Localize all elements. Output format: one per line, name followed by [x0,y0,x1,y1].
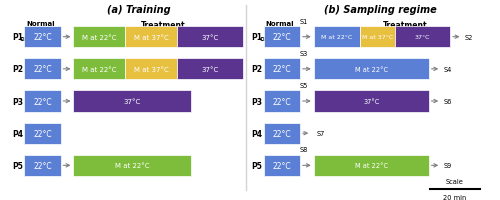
Text: Treatment: Treatment [382,21,428,30]
FancyBboxPatch shape [314,91,429,112]
Text: Treatment: Treatment [140,21,185,30]
Text: S5: S5 [300,83,308,89]
Text: S3: S3 [300,51,308,57]
Text: M at 22°C: M at 22°C [115,163,150,168]
Text: 22°C: 22°C [272,65,291,74]
Text: 37°C: 37°C [201,35,218,40]
FancyBboxPatch shape [264,155,300,176]
FancyBboxPatch shape [177,59,242,80]
FancyBboxPatch shape [24,123,60,144]
Text: M at 37°C: M at 37°C [362,35,393,40]
Text: Normal
growth
conditions: Normal growth conditions [259,21,301,41]
FancyBboxPatch shape [264,91,300,112]
Text: 20 min: 20 min [444,194,466,200]
Text: P2: P2 [12,65,24,74]
Text: 22°C: 22°C [33,161,52,170]
Text: M at 22°C: M at 22°C [354,67,388,72]
FancyBboxPatch shape [314,27,360,48]
Text: P2: P2 [252,65,262,74]
FancyBboxPatch shape [125,27,177,48]
Text: P4: P4 [12,129,24,138]
Text: M at 22°C: M at 22°C [82,67,116,72]
FancyBboxPatch shape [74,155,191,176]
Text: S2: S2 [465,35,473,40]
Text: (b) Sampling regime: (b) Sampling regime [324,5,436,15]
FancyBboxPatch shape [74,91,191,112]
FancyBboxPatch shape [395,27,450,48]
Text: S7: S7 [316,131,324,136]
Text: M at 37°C: M at 37°C [134,35,168,40]
Text: P3: P3 [252,97,262,106]
FancyBboxPatch shape [24,155,60,176]
FancyBboxPatch shape [24,59,60,80]
Text: M at 22°C: M at 22°C [82,35,116,40]
Text: Scale: Scale [446,178,464,184]
FancyBboxPatch shape [360,27,395,48]
Text: 22°C: 22°C [33,97,52,106]
Text: 22°C: 22°C [33,33,52,42]
FancyBboxPatch shape [125,59,177,80]
FancyBboxPatch shape [264,123,300,144]
Text: S8: S8 [300,147,308,153]
Text: 22°C: 22°C [272,97,291,106]
FancyBboxPatch shape [264,59,300,80]
Text: 37°C: 37°C [124,99,141,104]
Text: S1: S1 [300,19,308,25]
FancyBboxPatch shape [74,59,125,80]
FancyBboxPatch shape [24,91,60,112]
Text: M at 22°C: M at 22°C [321,35,352,40]
FancyBboxPatch shape [177,27,242,48]
Text: Normal
growth
conditions: Normal growth conditions [20,21,61,41]
Text: 37°C: 37°C [415,35,430,40]
Text: 37°C: 37°C [201,67,218,72]
Text: P1: P1 [12,33,24,42]
Text: P5: P5 [252,161,262,170]
Text: S6: S6 [444,99,452,104]
Text: S4: S4 [444,67,452,72]
Text: P3: P3 [12,97,24,106]
Text: 22°C: 22°C [33,65,52,74]
FancyBboxPatch shape [264,27,300,48]
Text: 22°C: 22°C [272,129,291,138]
FancyBboxPatch shape [74,27,125,48]
Text: M at 22°C: M at 22°C [354,163,388,168]
Text: (a) Training: (a) Training [108,5,171,15]
Text: 22°C: 22°C [272,33,291,42]
Text: P1: P1 [252,33,262,42]
FancyBboxPatch shape [314,155,429,176]
Text: P5: P5 [12,161,23,170]
Text: 37°C: 37°C [363,99,380,104]
Text: S9: S9 [444,163,452,168]
FancyBboxPatch shape [314,59,429,80]
Text: 22°C: 22°C [33,129,52,138]
Text: P4: P4 [252,129,262,138]
Text: 22°C: 22°C [272,161,291,170]
Text: M at 37°C: M at 37°C [134,67,168,72]
FancyBboxPatch shape [24,27,60,48]
